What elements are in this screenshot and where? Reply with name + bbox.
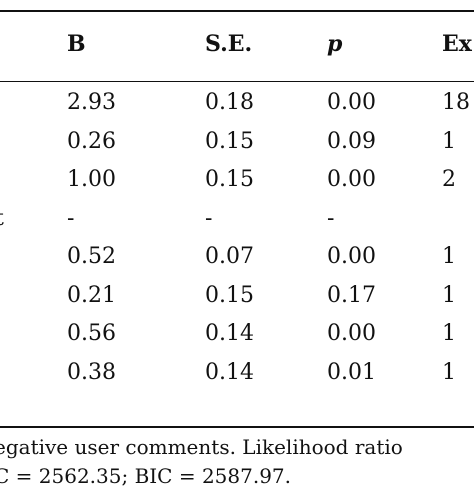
header-se: S.E.: [205, 31, 253, 57]
cell-b: 1.00: [67, 167, 116, 192]
cell-p: 0.17: [327, 283, 376, 308]
header-p: p: [327, 31, 343, 57]
cell-b: 0.21: [67, 283, 116, 308]
cell-se: -: [205, 206, 213, 231]
footnote-line-1: egative user comments. Likelihood ratio: [0, 435, 403, 459]
table-bottom-rule: [0, 426, 474, 428]
table-top-rule: [0, 10, 474, 12]
cell-p: -: [327, 206, 335, 231]
cell-exp: 18: [442, 90, 470, 115]
cell-exp: 1: [442, 360, 456, 385]
cell-p: 0.00: [327, 90, 376, 115]
cell-se: 0.15: [205, 283, 254, 308]
cell-se: 0.15: [205, 167, 254, 192]
footnote-line-2: C = 2562.35; BIC = 2587.97.: [0, 464, 292, 488]
cell-se: 0.15: [205, 129, 254, 154]
cell-se: 0.18: [205, 90, 254, 115]
cell-b: 0.56: [67, 321, 116, 346]
cell-p: 0.09: [327, 129, 376, 154]
table-header-rule: [0, 81, 474, 82]
cell-exp: 2: [442, 167, 456, 192]
cell-exp: 1: [442, 244, 456, 269]
cell-exp: 1: [442, 321, 456, 346]
cell-p: 0.01: [327, 360, 376, 385]
cell-p: 0.00: [327, 321, 376, 346]
cell-b: 0.38: [67, 360, 116, 385]
cell-b: 2.93: [67, 90, 116, 115]
header-b: B: [67, 31, 86, 57]
cell-b: -: [67, 206, 75, 231]
cell-p: 0.00: [327, 244, 376, 269]
row-label: t: [0, 208, 4, 230]
cell-se: 0.07: [205, 244, 254, 269]
cell-se: 0.14: [205, 321, 254, 346]
cell-p: 0.00: [327, 167, 376, 192]
cell-exp: 1: [442, 283, 456, 308]
cell-exp: 1: [442, 129, 456, 154]
header-exp: Ex: [442, 31, 472, 57]
cell-b: 0.26: [67, 129, 116, 154]
cell-se: 0.14: [205, 360, 254, 385]
cell-b: 0.52: [67, 244, 116, 269]
